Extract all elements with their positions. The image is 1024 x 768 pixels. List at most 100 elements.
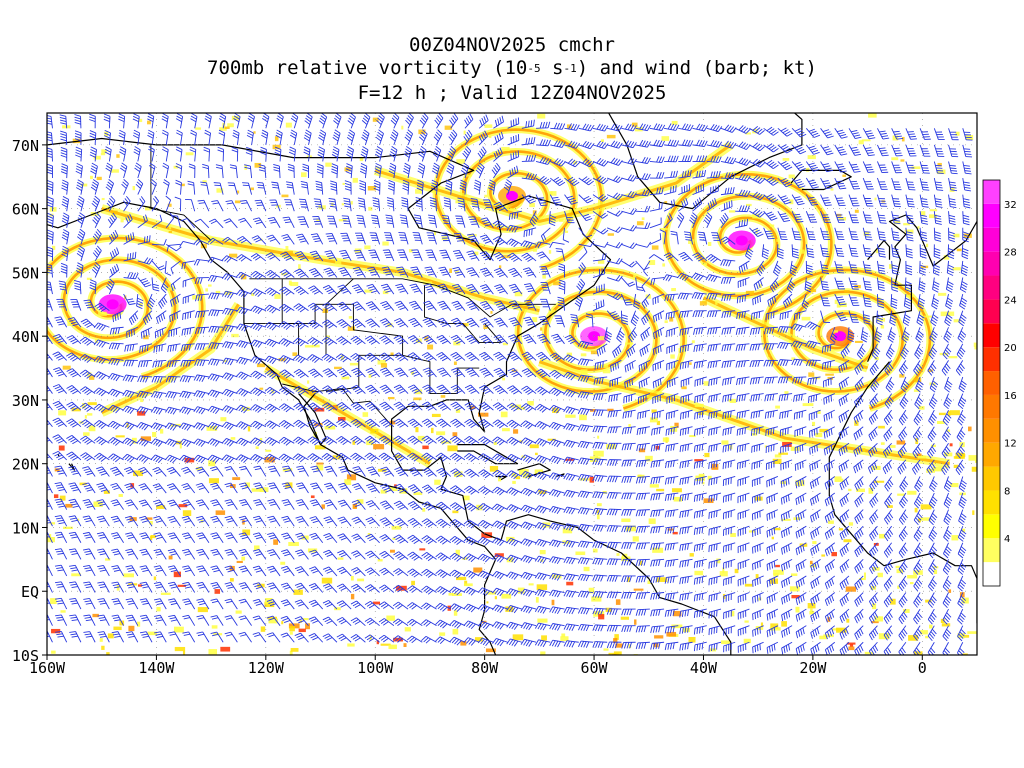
barb-feather (537, 472, 542, 479)
barb-feather (211, 600, 219, 604)
vorticity-speck (682, 627, 690, 633)
barb-staff (286, 566, 295, 577)
vorticity-speck (772, 458, 782, 464)
barb-feather (814, 596, 818, 603)
wind-barb (281, 515, 295, 527)
barb-feather (788, 527, 790, 535)
barb-feather (670, 510, 673, 517)
wind-barb (125, 565, 139, 577)
barb-feather (629, 492, 632, 500)
vorticity-speck (812, 421, 816, 427)
wind-barb (224, 466, 238, 477)
barb-feather (643, 625, 647, 633)
barb-feather (831, 644, 835, 651)
barb-staff (595, 541, 608, 544)
wind-barb (913, 525, 923, 542)
barb-feather (393, 517, 400, 522)
barb-feather (97, 581, 104, 584)
barb-staff (258, 549, 267, 560)
barb-feather (537, 556, 542, 563)
barb-feather (184, 536, 192, 540)
vorticity-speck (722, 415, 731, 420)
barb-feather (68, 531, 76, 534)
barb-feather (959, 631, 965, 637)
barb-feather (421, 484, 428, 489)
barb-feather (167, 515, 174, 519)
barb-feather (326, 537, 333, 541)
vorticity-speck (637, 474, 645, 478)
barb-staff (810, 575, 821, 584)
barb-feather (958, 551, 965, 556)
wind-barb (351, 499, 366, 510)
barb-feather (641, 509, 644, 517)
barb-feather (294, 582, 302, 586)
vorticity-speck (453, 471, 463, 477)
wind-barb (795, 608, 807, 622)
barb-feather (898, 535, 904, 542)
barb-staff (468, 536, 480, 544)
vorticity-speck (848, 488, 852, 492)
barb-feather (508, 471, 514, 477)
barb-feather (945, 631, 951, 637)
barb-feather (252, 598, 260, 602)
barb-staff (315, 499, 324, 510)
vorticity-speck (211, 625, 218, 629)
barb-feather (270, 486, 277, 490)
barb-feather (69, 614, 76, 617)
barb-staff (383, 634, 395, 643)
wind-barb (650, 641, 665, 650)
barb-feather (626, 575, 630, 583)
barb-staff (439, 636, 451, 643)
barb-feather (903, 612, 908, 618)
barb-feather (816, 611, 820, 618)
barb-feather (324, 465, 331, 469)
wind-barb (693, 558, 707, 569)
barb-feather (528, 607, 533, 614)
barb-feather (413, 523, 420, 528)
barb-feather (696, 544, 699, 552)
barb-feather (298, 503, 305, 507)
wind-barb (210, 499, 224, 510)
barb-feather (898, 552, 904, 558)
barb-feather (885, 599, 890, 606)
vorticity-speck (701, 262, 708, 265)
barb-staff (839, 625, 850, 634)
barb-staff (839, 492, 850, 502)
barb-feather (945, 548, 951, 554)
barb-staff (130, 483, 139, 494)
wind-barb (111, 631, 124, 643)
barb-feather (687, 477, 689, 484)
barb-feather (658, 576, 661, 583)
barb-feather (470, 590, 476, 596)
barb-feather (226, 633, 233, 637)
barb-feather (551, 590, 556, 597)
barb-feather (913, 536, 919, 542)
vorticity-speck (647, 580, 652, 584)
barb-staff (652, 525, 665, 528)
barb-feather (592, 641, 596, 648)
wind-barb (606, 574, 622, 582)
barb-feather (884, 518, 889, 525)
barb-staff (913, 608, 921, 620)
barb-feather (496, 573, 502, 579)
barb-feather (699, 544, 701, 551)
barb-feather (340, 570, 347, 575)
barb-feather (797, 530, 801, 538)
vorticity-speck (607, 233, 614, 236)
barb-feather (658, 642, 661, 649)
barb-feather (353, 501, 360, 505)
barb-feather (83, 631, 90, 633)
vorticity-speck (596, 503, 602, 507)
vorticity-speck (900, 159, 905, 162)
wind-barb (810, 558, 821, 573)
barb-staff (637, 641, 650, 644)
barb-feather (210, 581, 217, 585)
barb-feather (282, 465, 289, 468)
barb-feather (112, 633, 120, 636)
barb-feather (828, 513, 832, 520)
barb-feather (169, 633, 176, 636)
wind-barb (181, 466, 196, 477)
barb-feather (282, 617, 289, 621)
barb-feather (241, 569, 248, 573)
wind-barb (421, 518, 437, 528)
